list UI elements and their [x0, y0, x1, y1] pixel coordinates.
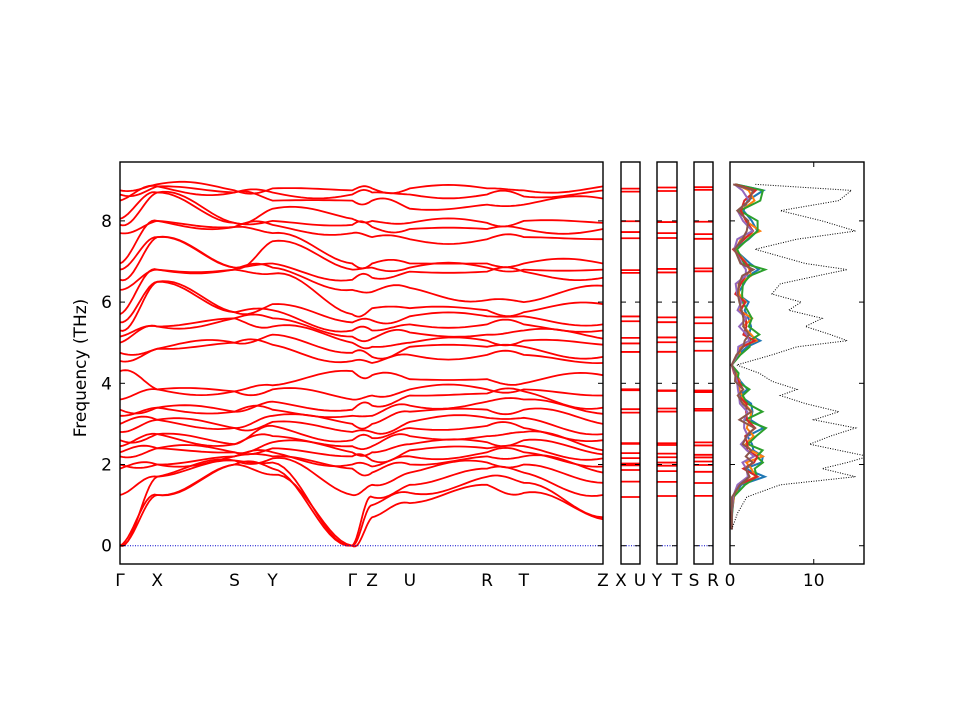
- phonon-band: [120, 456, 603, 497]
- phonon-band: [120, 407, 603, 431]
- kpoint-label: R: [707, 571, 719, 591]
- kpoint-label: T: [671, 571, 683, 591]
- kpoint-label: X: [615, 571, 627, 591]
- phonon-band: [120, 313, 603, 343]
- y-tick-label: 2: [101, 456, 112, 476]
- kpoint-label: Γ: [115, 571, 125, 591]
- y-axis-label: Frequency (THz): [71, 299, 91, 438]
- main-panel-frame: [119, 161, 604, 565]
- phonon-band: [120, 184, 603, 211]
- kpoint-label: Z: [366, 571, 378, 591]
- phonon-band: [120, 446, 603, 469]
- phonon-band: [120, 383, 603, 401]
- kpoint-label: U: [634, 571, 646, 591]
- panel-y-t-frame: [656, 161, 678, 565]
- dos-panel-frame: [729, 161, 865, 565]
- y-tick-label: 6: [101, 293, 112, 313]
- panel-s-r-frame: [693, 161, 714, 565]
- dos-curves: [730, 183, 864, 530]
- phonon-band: [120, 460, 603, 547]
- y-tick-label: 8: [101, 212, 112, 232]
- total-dos-curve: [731, 183, 864, 530]
- kpoint-label: S: [229, 571, 240, 591]
- phonon-band: [120, 280, 603, 327]
- phonon-band: [120, 262, 603, 304]
- kpoint-label: Z: [597, 571, 609, 591]
- phonon-band: [120, 463, 603, 548]
- phonon-band: [120, 397, 603, 419]
- phonon-band: [120, 235, 603, 273]
- phonon-band: [120, 219, 603, 270]
- kpoint-label: Y: [651, 571, 663, 591]
- kpoint-label: U: [404, 571, 416, 591]
- kpoint-label: S: [689, 571, 700, 591]
- panel-x-u-frame: [620, 161, 641, 565]
- phonon-band: [120, 191, 603, 228]
- data-layer: [120, 180, 864, 548]
- kpoint-label: X: [151, 571, 163, 591]
- phonon-band: [120, 452, 603, 477]
- pdos-curve: [730, 183, 769, 530]
- phonon-band: [120, 421, 603, 446]
- phonon-band: [120, 268, 603, 318]
- phonon-band: [120, 438, 603, 457]
- kpoint-label: Y: [266, 571, 278, 591]
- phonon-band: [120, 317, 603, 350]
- band-lines: [120, 180, 603, 548]
- phonon-band: [120, 280, 603, 333]
- dos-x-tick-label: 0: [725, 571, 736, 591]
- kpoint-label: Γ: [348, 571, 358, 591]
- kpoint-label: R: [481, 571, 493, 591]
- phonon-band: [120, 430, 603, 452]
- phonon-band: [120, 219, 603, 245]
- dos-x-tick-label: 10: [803, 571, 825, 591]
- phonon-band: [120, 414, 603, 436]
- phonon-band: [120, 185, 603, 200]
- y-tick-label: 4: [101, 374, 112, 394]
- pdos-curve: [730, 183, 757, 530]
- phonon-band: [120, 458, 603, 547]
- phonon-band: [120, 338, 603, 365]
- phonon-band: [120, 180, 603, 195]
- phonon-band: [120, 369, 603, 397]
- phonon-band: [120, 387, 603, 415]
- kpoint-label: T: [518, 571, 530, 591]
- y-tick-label: 0: [101, 537, 112, 557]
